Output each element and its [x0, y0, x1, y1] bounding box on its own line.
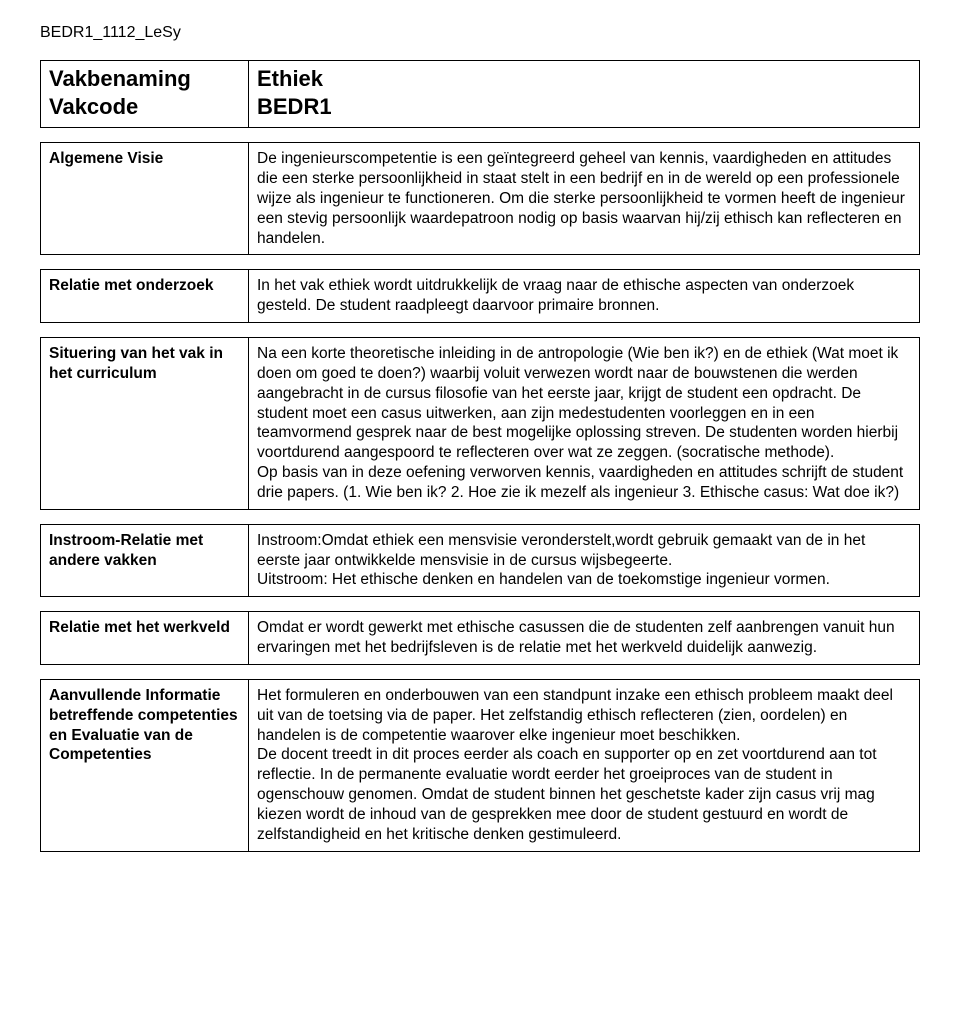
section-text: Het formuleren en onderbouwen van een st… — [249, 679, 920, 851]
header-values-cell: Ethiek BEDR1 — [249, 61, 920, 128]
header-block: Vakbenaming Vakcode Ethiek BEDR1 — [40, 60, 920, 128]
page: BEDR1_1112_LeSy Vakbenaming Vakcode Ethi… — [0, 0, 960, 896]
section-algemene-visie: Algemene Visie De ingenieurscompetentie … — [40, 142, 920, 255]
section-label: Situering van het vak in het curriculum — [41, 338, 249, 510]
section-table: Relatie met het werkveld Omdat er wordt … — [40, 611, 920, 665]
section-label: Relatie met onderzoek — [41, 270, 249, 323]
header-label-vakcode: Vakcode — [49, 93, 240, 121]
header-label-vakbenaming: Vakbenaming — [49, 65, 240, 93]
section-text: Na een korte theoretische inleiding in d… — [249, 338, 920, 510]
section-relatie-onderzoek: Relatie met onderzoek In het vak ethiek … — [40, 269, 920, 323]
section-table: Aanvullende Informatie betreffende compe… — [40, 679, 920, 852]
section-label: Algemene Visie — [41, 143, 249, 255]
section-text: Instroom:Omdat ethiek een mensvisie vero… — [249, 524, 920, 596]
section-situering-curriculum: Situering van het vak in het curriculum … — [40, 337, 920, 510]
section-aanvullende-informatie: Aanvullende Informatie betreffende compe… — [40, 679, 920, 852]
section-label: Aanvullende Informatie betreffende compe… — [41, 679, 249, 851]
header-value-vakbenaming: Ethiek — [257, 65, 911, 93]
section-relatie-werkveld: Relatie met het werkveld Omdat er wordt … — [40, 611, 920, 665]
document-id: BEDR1_1112_LeSy — [40, 24, 920, 42]
section-table: Relatie met onderzoek In het vak ethiek … — [40, 269, 920, 323]
header-table: Vakbenaming Vakcode Ethiek BEDR1 — [40, 60, 920, 128]
section-text: De ingenieurscompetentie is een geïntegr… — [249, 143, 920, 255]
section-label: Relatie met het werkveld — [41, 612, 249, 665]
section-table: Instroom-Relatie met andere vakken Instr… — [40, 524, 920, 597]
section-text: In het vak ethiek wordt uitdrukkelijk de… — [249, 270, 920, 323]
header-labels-cell: Vakbenaming Vakcode — [41, 61, 249, 128]
section-text: Omdat er wordt gewerkt met ethische casu… — [249, 612, 920, 665]
section-label: Instroom-Relatie met andere vakken — [41, 524, 249, 596]
section-table: Situering van het vak in het curriculum … — [40, 337, 920, 510]
section-instroom-relatie: Instroom-Relatie met andere vakken Instr… — [40, 524, 920, 597]
header-value-vakcode: BEDR1 — [257, 93, 911, 121]
section-table: Algemene Visie De ingenieurscompetentie … — [40, 142, 920, 255]
